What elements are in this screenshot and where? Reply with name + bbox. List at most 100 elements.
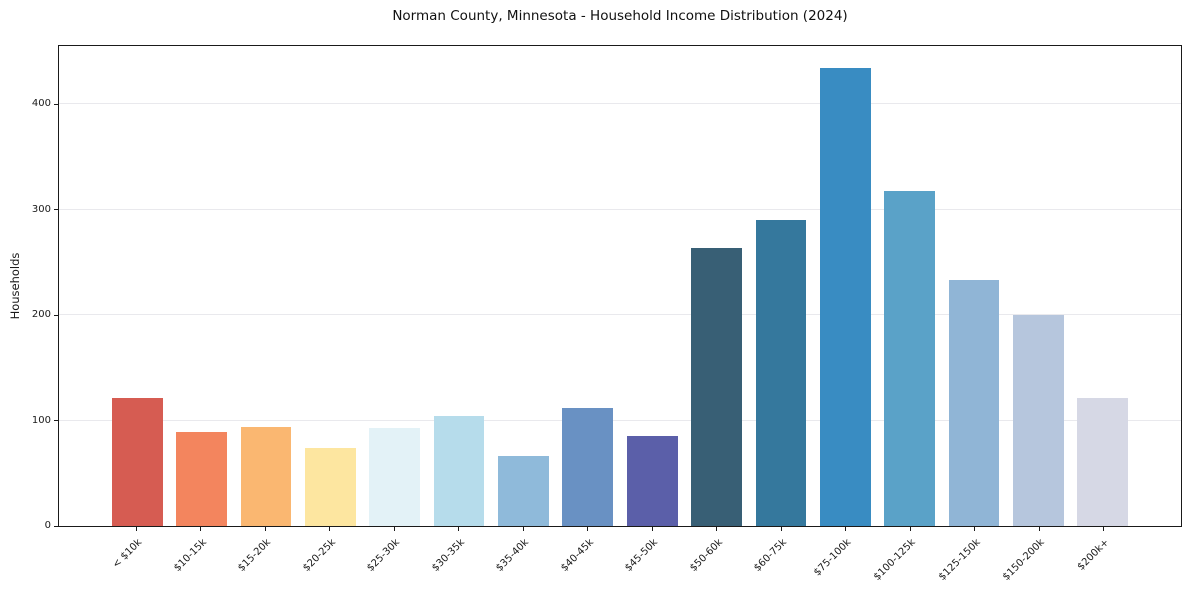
x-tick-cell [685,527,750,532]
x-tick-label: $20-25k [300,537,338,574]
x-label-cell: $40-45k [556,532,621,590]
gridline [59,103,1181,105]
x-tick-mark [135,527,137,531]
x-tick-mark [458,527,460,531]
bar-slot [105,46,169,526]
y-tick-label: 400 [31,98,51,110]
bar [948,280,1000,526]
bar [240,426,292,526]
x-tick-label: $50-60k [687,537,725,574]
bar-slot [234,46,298,526]
y-tick-mark [54,525,58,527]
bars [59,46,1181,526]
x-tick-cell [620,527,685,532]
x-tick-label: $125-150k [936,537,983,583]
x-tick-cell [233,527,298,532]
x-tick-mark [780,527,782,531]
x-tick-cell [427,527,492,532]
y-axis-label: Households [8,252,22,320]
x-label-cell: $60-75k [749,532,814,590]
x-tick-labels: < $10k $10-15k $15-20k $20-25k $25-30k $30-35… [58,532,1182,590]
bar [433,416,485,526]
x-tick-mark [716,527,718,531]
x-tick-label: $30-35k [429,537,467,574]
bar-slot [298,46,362,526]
x-tick-cell [1072,527,1137,532]
x-tick-label: $15-20k [236,537,274,574]
bar [176,432,227,526]
bar [755,220,807,526]
x-tick-cell [104,527,169,532]
x-tick-mark [200,527,202,531]
x-tick-label: $40-45k [558,537,596,574]
bar [304,447,356,526]
x-label-cell: $20-25k [298,532,363,590]
gridline [59,208,1181,210]
x-tick-mark [845,527,847,531]
bar-slot [363,46,427,526]
bar-slot [684,46,748,526]
x-tick-label: $25-30k [365,537,403,574]
x-tick-mark [329,527,331,531]
bar-slot [427,46,491,526]
x-tick-mark [651,527,653,531]
x-tick-mark [587,527,589,531]
x-tick-label: $60-75k [752,537,790,574]
x-label-cell: $15-20k [233,532,298,590]
x-tick-cell [556,527,621,532]
x-tick-mark [974,527,976,531]
gridline [59,314,1181,316]
x-label-cell: $75-100k [812,532,879,590]
bar [691,247,742,526]
x-tick-cell [298,527,363,532]
x-tick-label: $75-100k [812,537,854,579]
bar-slot [942,46,1006,526]
x-tick-mark [393,527,395,531]
x-tick-label: $100-125k [872,537,919,583]
bar-slot [1006,46,1070,526]
x-tick-cell [169,527,234,532]
x-tick-cell [491,527,556,532]
bar [369,427,421,526]
y-tick-label: 100 [31,414,51,426]
x-label-cell: $35-40k [491,532,556,590]
x-tick-cell [814,527,879,532]
y-tick-label: 0 [44,520,51,531]
bar [626,436,678,526]
x-label-cell: $25-30k [362,532,427,590]
bar [562,407,614,526]
x-tick-label: $10-15k [171,537,209,574]
x-tick-cell [749,527,814,532]
x-label-cell: $200k+ [1072,532,1137,590]
x-tick-mark [1038,527,1040,531]
y-tick-label: 300 [31,203,51,215]
x-label-cell: $45-50k [620,532,685,590]
y-tick-label: 200 [31,309,51,321]
x-tick-label: $35-40k [494,537,532,574]
x-tick-label: $45-50k [623,537,661,574]
y-tick-mark [54,209,58,211]
x-tick-mark [909,527,911,531]
bar-slot [749,46,813,526]
bar [1013,315,1064,526]
x-label-cell: $100-125k [872,532,943,590]
bar [498,456,549,526]
x-tick-cell [362,527,427,532]
bar-slot [1071,46,1135,526]
y-tick-mark [54,103,58,105]
x-tick-label: < $10k [110,537,145,571]
bar-slot [620,46,684,526]
bar [884,190,936,526]
bar [819,68,871,526]
x-ticks [58,527,1182,532]
x-label-cell: $10-15k [169,532,234,590]
x-tick-mark [1103,527,1105,531]
bar-slot [813,46,877,526]
bar-slot [556,46,620,526]
x-tick-label: $150-200k [1001,537,1048,583]
x-tick-mark [264,527,266,531]
chart-title: Norman County, Minnesota - Household Inc… [392,8,848,24]
plot-area: 0 100 200 300 400 [32,45,1182,531]
bar [111,398,163,526]
